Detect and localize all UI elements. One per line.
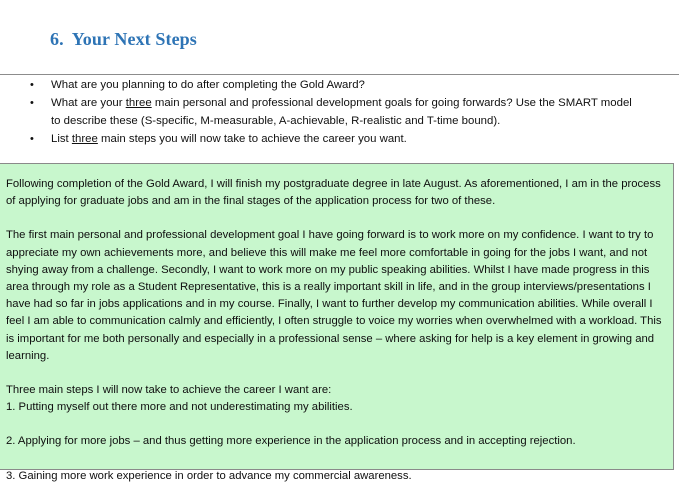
question-item: • What are you planning to do after comp… bbox=[0, 76, 679, 94]
question-text: List bbox=[51, 133, 72, 145]
question-list: • What are you planning to do after comp… bbox=[0, 76, 679, 148]
bullet-icon: • bbox=[30, 79, 34, 91]
step-item: 3. Gaining more work experience in order… bbox=[6, 469, 412, 482]
question-item: • What are your three main personal and … bbox=[0, 94, 679, 130]
bullet-icon: • bbox=[30, 97, 34, 109]
section-heading: 6. Your Next Steps bbox=[50, 29, 197, 50]
question-text: main personal and professional developme… bbox=[51, 97, 632, 127]
answer-paragraph: The first main personal and professional… bbox=[6, 229, 662, 362]
answer-text: Following completion of the Gold Award, … bbox=[6, 176, 670, 485]
emphasis-text: three bbox=[71, 133, 98, 145]
emphasis-text: three bbox=[125, 97, 152, 109]
section-title: Your Next Steps bbox=[71, 29, 197, 49]
divider bbox=[0, 74, 679, 75]
bullet-icon: • bbox=[30, 133, 34, 145]
question-item: • List three main steps you will now tak… bbox=[0, 130, 679, 148]
step-item: 1. Putting myself out there more and not… bbox=[6, 401, 353, 414]
question-text: What are your bbox=[51, 97, 126, 109]
question-text: main steps you will now take to achieve … bbox=[97, 133, 407, 145]
question-text: What are you planning to do after comple… bbox=[51, 79, 365, 91]
answer-box: Following completion of the Gold Award, … bbox=[0, 163, 674, 482]
document-page: 6. Your Next Steps • What are you plannin… bbox=[0, 29, 679, 482]
steps-intro: Three main steps I will now take to achi… bbox=[6, 384, 332, 397]
step-item: 2. Applying for more jobs – and thus get… bbox=[6, 435, 576, 448]
answer-paragraph: Following completion of the Gold Award, … bbox=[6, 178, 661, 208]
section-number: 6. bbox=[50, 29, 64, 49]
